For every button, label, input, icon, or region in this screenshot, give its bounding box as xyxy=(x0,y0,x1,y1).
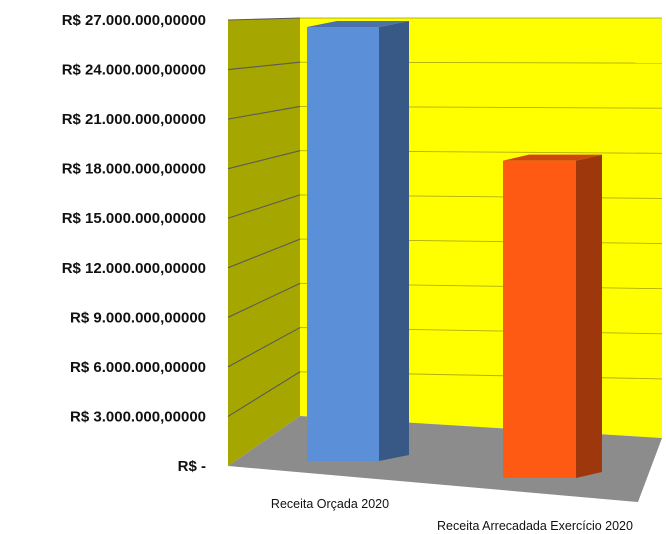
bar-1 xyxy=(503,160,576,478)
gridline-side xyxy=(227,105,301,120)
bars xyxy=(307,21,602,478)
gridline-side xyxy=(227,150,301,170)
y-tick-label: R$ 18.000.000,00000 xyxy=(62,161,206,178)
y-tick-label: R$ 6.000.000,00000 xyxy=(70,359,206,376)
bar-top-1 xyxy=(503,154,602,161)
gridline-side xyxy=(227,238,301,269)
y-tick-label: R$ 12.000.000,00000 xyxy=(62,260,206,277)
gridline-side xyxy=(227,194,301,219)
y-tick-label: R$ 21.000.000,00000 xyxy=(62,111,206,128)
y-tick-label: R$ 27.000.000,00000 xyxy=(62,12,206,29)
y-tick-label: R$ - xyxy=(178,458,206,475)
x-axis-categories: Receita Orçada 2020 Receita Arrecadada Ex… xyxy=(271,497,633,533)
gridline-side xyxy=(227,327,301,368)
y-tick-label: R$ 24.000.000,00000 xyxy=(62,62,206,79)
y-axis-ticks: R$ - R$ 3.000.000,00000 R$ 6.000.000,00000… xyxy=(62,12,206,475)
y-tick-label: R$ 3.000.000,00000 xyxy=(70,408,206,425)
x-category-label: Receita Orçada 2020 xyxy=(271,497,389,511)
bar-0 xyxy=(307,27,379,461)
bar-top-0 xyxy=(307,21,409,27)
bar-side-0 xyxy=(379,21,409,461)
gridline-side xyxy=(227,282,301,318)
x-category-label: Receita Arrecadada Exercício 2020 xyxy=(437,519,633,533)
side-wall xyxy=(228,18,300,466)
gridline-side xyxy=(227,61,301,71)
y-tick-label: R$ 15.000.000,00000 xyxy=(62,210,206,227)
gridline-side xyxy=(227,371,301,417)
bar-side-1 xyxy=(576,154,602,478)
gridline-side xyxy=(227,17,301,21)
y-tick-label: R$ 9.000.000,00000 xyxy=(70,309,206,326)
